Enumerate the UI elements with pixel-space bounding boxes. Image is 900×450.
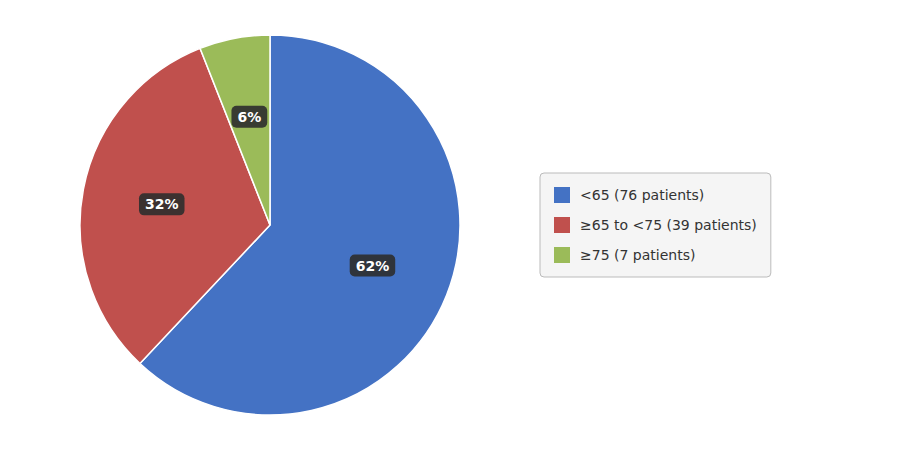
- data-label: 6%: [231, 106, 267, 128]
- data-label: 32%: [139, 193, 185, 215]
- data-label-box: [139, 193, 185, 215]
- data-label: 62%: [350, 255, 396, 277]
- data-label-text: 62%: [356, 258, 390, 274]
- legend-frame: [540, 173, 771, 277]
- legend-label: ≥65 to <75 (39 patients): [580, 217, 757, 233]
- data-labels: 62% 32% 6%: [139, 106, 395, 277]
- data-label-text: 6%: [237, 109, 261, 125]
- legend-swatch: [554, 187, 570, 203]
- data-label-text: 32%: [145, 196, 179, 212]
- legend: <65 (76 patients) ≥65 to <75 (39 patients…: [540, 173, 771, 277]
- data-label-box: [231, 106, 267, 128]
- legend-swatch: [554, 247, 570, 263]
- chart: 62% 32% 6% <65 (76 patients) ≥65 to <75 (39 …: [0, 0, 900, 450]
- legend-label: ≥75 (7 patients): [580, 247, 695, 263]
- pie: [80, 35, 460, 415]
- pie-slice: [200, 35, 270, 225]
- legend-label: <65 (76 patients): [580, 187, 704, 203]
- legend-swatch: [554, 217, 570, 233]
- data-label-box: [350, 255, 396, 277]
